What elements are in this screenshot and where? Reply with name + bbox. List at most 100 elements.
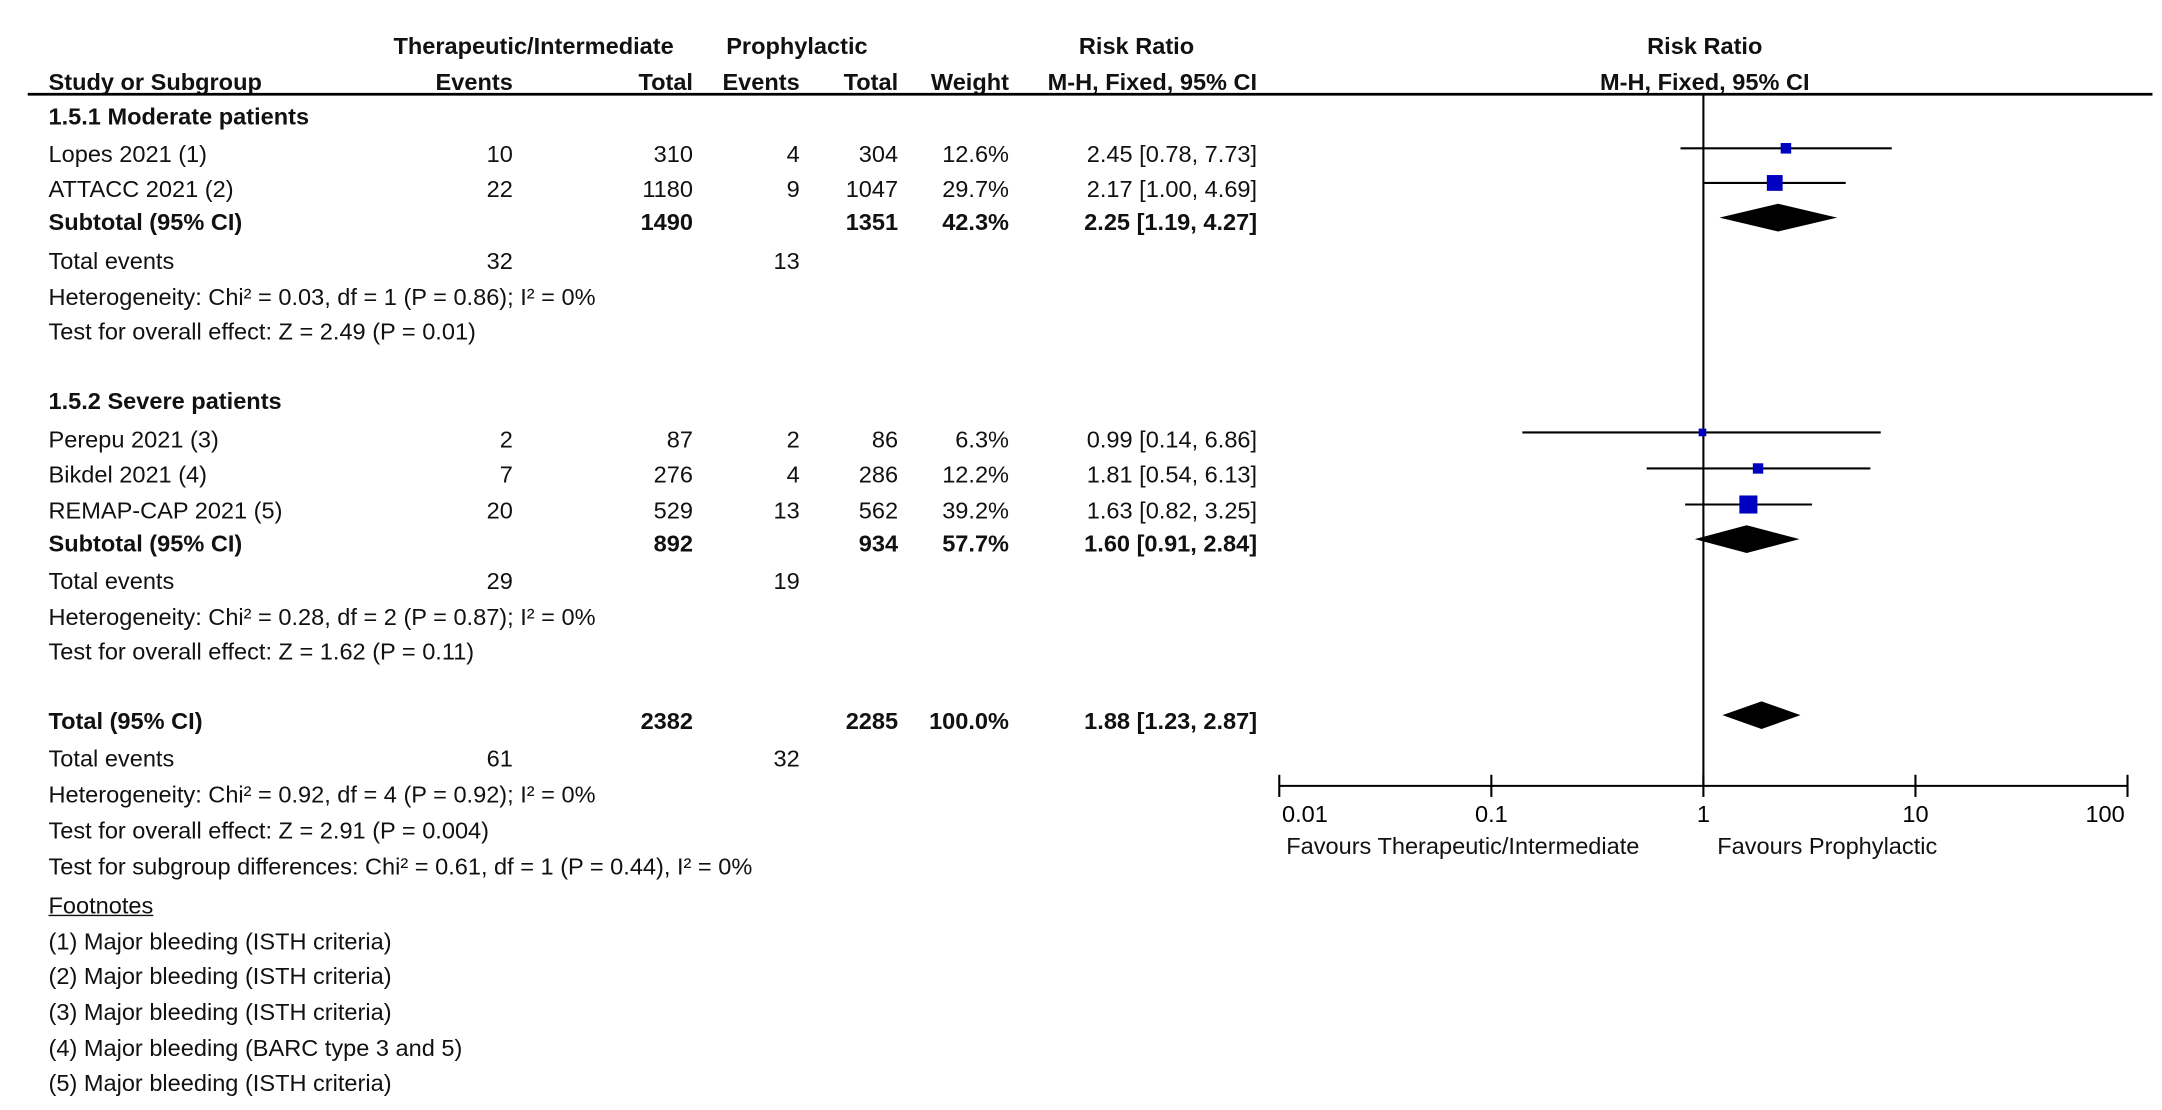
- plot-title: Risk Ratio: [1647, 33, 1763, 60]
- events1-cell: 22: [486, 176, 513, 203]
- total1-cell: 1490: [640, 209, 693, 236]
- events1-header: Events: [435, 69, 513, 96]
- events-label: Total events: [48, 745, 175, 773]
- events1-cell: 20: [486, 497, 513, 524]
- events2-header: Events: [722, 69, 800, 96]
- pooled-diamond: [1694, 525, 1800, 554]
- plot-method: M-H, Fixed, 95% CI: [1600, 69, 1810, 96]
- total1-cell: 87: [666, 426, 693, 454]
- x-tick-label: 0.1: [1475, 801, 1508, 827]
- events2-cell: 32: [773, 745, 800, 773]
- ci-cell: 1.88 [1.23, 2.87]: [1084, 708, 1258, 735]
- text-label: Test for overall effect: Z = 2.91 (P = 0…: [48, 817, 490, 845]
- text-label: Heterogeneity: Chi² = 0.92, df = 4 (P = …: [48, 781, 596, 809]
- study-column-header: Study or Subgroup: [48, 69, 262, 96]
- x-tick-label: 0.01: [1282, 801, 1328, 827]
- subtotal-label: Subtotal (95% CI): [48, 530, 243, 558]
- text-label: Test for overall effect: Z = 1.62 (P = 0…: [48, 638, 475, 666]
- total2-header: Total: [843, 69, 899, 96]
- text-label: (1) Major bleeding (ISTH criteria): [48, 928, 392, 955]
- total1-header: Total: [638, 69, 693, 96]
- total2-cell: 1047: [845, 176, 899, 203]
- favours-right-label: Favours Prophylactic: [1717, 832, 1938, 860]
- ci-cell: 1.63 [0.82, 3.25]: [1086, 497, 1258, 524]
- text-label: (2) Major bleeding (ISTH criteria): [48, 963, 392, 990]
- text-label: Heterogeneity: Chi² = 0.28, df = 2 (P = …: [48, 604, 596, 631]
- ci-cell: 2.45 [0.78, 7.73]: [1086, 141, 1258, 168]
- events-label: Total events: [48, 248, 175, 275]
- events-label: Total events: [48, 568, 175, 595]
- group2-header: Prophylactic: [726, 33, 868, 60]
- risk-ratio-header: Risk Ratio: [1078, 33, 1195, 60]
- weight-cell: 29.7%: [942, 176, 1010, 203]
- weight-cell: 12.2%: [942, 461, 1010, 488]
- weight-header: Weight: [930, 69, 1010, 96]
- events1-cell: 61: [486, 745, 513, 773]
- ci-cell: 2.17 [1.00, 4.69]: [1086, 176, 1258, 203]
- study-box: [1780, 143, 1792, 154]
- pooled-diamond: [1722, 701, 1801, 730]
- subtotal-label: Total (95% CI): [48, 708, 203, 735]
- text-label: Heterogeneity: Chi² = 0.03, df = 1 (P = …: [48, 284, 596, 311]
- ci-cell: 1.81 [0.54, 6.13]: [1086, 461, 1258, 488]
- text-label: (3) Major bleeding (ISTH criteria): [48, 999, 392, 1026]
- method-header: M-H, Fixed, 95% CI: [1047, 69, 1258, 96]
- study-label: REMAP-CAP 2021 (5): [48, 497, 283, 524]
- study-box: [1752, 463, 1764, 474]
- weight-cell: 6.3%: [955, 426, 1010, 454]
- foothead-label: Footnotes: [48, 892, 154, 919]
- weight-cell: 57.7%: [942, 530, 1010, 558]
- total1-cell: 892: [653, 530, 693, 558]
- total1-cell: 529: [653, 497, 693, 524]
- subtotal-label: Subtotal (95% CI): [48, 209, 243, 236]
- events2-cell: 4: [786, 141, 800, 168]
- text-label: Test for overall effect: Z = 2.49 (P = 0…: [48, 318, 476, 346]
- pooled-diamond: [1719, 203, 1838, 232]
- total2-cell: 304: [858, 141, 899, 168]
- total2-cell: 286: [858, 461, 899, 488]
- weight-cell: 100.0%: [929, 708, 1010, 735]
- total2-cell: 934: [858, 530, 899, 558]
- study-box: [1766, 175, 1783, 191]
- x-tick-label: 1: [1697, 801, 1710, 827]
- study-label: Perepu 2021 (3): [48, 426, 219, 454]
- events2-cell: 19: [773, 568, 800, 595]
- text-label: (5) Major bleeding (ISTH criteria): [48, 1069, 392, 1097]
- total2-cell: 1351: [845, 209, 899, 236]
- x-tick-label: 100: [2085, 801, 2124, 827]
- favours-left-label: Favours Therapeutic/Intermediate: [1286, 832, 1640, 860]
- weight-cell: 12.6%: [942, 141, 1010, 168]
- events1-cell: 2: [499, 426, 513, 454]
- events2-cell: 13: [773, 497, 800, 524]
- group1-header: Therapeutic/Intermediate: [393, 33, 674, 60]
- events1-cell: 7: [499, 461, 513, 488]
- study-label: Lopes 2021 (1): [48, 141, 208, 168]
- heading-label: 1.5.1 Moderate patients: [48, 103, 310, 131]
- events1-cell: 29: [486, 568, 513, 595]
- x-tick-label: 10: [1902, 801, 1928, 827]
- weight-cell: 39.2%: [942, 497, 1010, 524]
- weight-cell: 42.3%: [942, 209, 1010, 236]
- total1-cell: 2382: [640, 708, 693, 735]
- study-label: Bikdel 2021 (4): [48, 461, 207, 488]
- ci-cell: 0.99 [0.14, 6.86]: [1086, 426, 1258, 454]
- total2-cell: 562: [858, 497, 899, 524]
- text-label: Test for subgroup differences: Chi² = 0.…: [48, 853, 753, 881]
- ci-cell: 1.60 [0.91, 2.84]: [1084, 530, 1258, 558]
- total1-cell: 276: [653, 461, 693, 488]
- events1-cell: 32: [486, 248, 513, 275]
- total2-cell: 2285: [845, 708, 899, 735]
- study-label: ATTACC 2021 (2): [48, 176, 234, 203]
- total1-cell: 310: [653, 141, 693, 168]
- ci-cell: 2.25 [1.19, 4.27]: [1084, 209, 1258, 236]
- events1-cell: 10: [486, 141, 513, 168]
- events2-cell: 4: [786, 461, 800, 488]
- study-box: [1698, 428, 1707, 437]
- total2-cell: 86: [871, 426, 899, 454]
- events2-cell: 13: [773, 248, 800, 275]
- heading-label: 1.5.2 Severe patients: [48, 388, 282, 415]
- text-label: (4) Major bleeding (BARC type 3 and 5): [48, 1035, 463, 1062]
- study-box: [1739, 495, 1758, 514]
